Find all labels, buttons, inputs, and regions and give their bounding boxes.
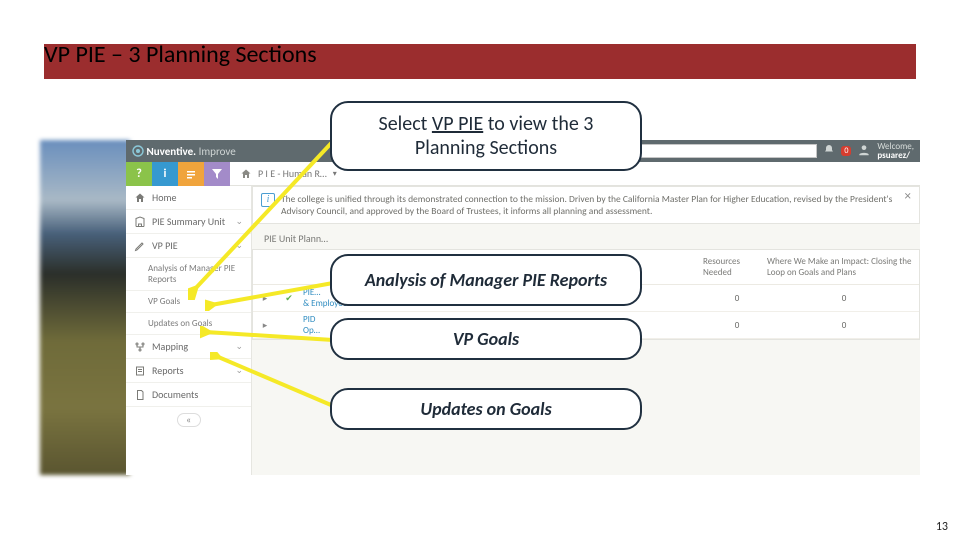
callout-text-underline: VP PIE [432, 112, 483, 136]
sidebar-item-label: VP Goals [148, 296, 180, 307]
slide-title: VP PIE – 3 Planning Sections [44, 40, 325, 69]
welcome-text: Welcome, psuarez/ [877, 142, 914, 160]
arrow-annotation [205, 275, 335, 311]
row-loop: 0 [769, 293, 919, 304]
section-heading: PIE Unit Plann… [252, 224, 920, 249]
notification-badge[interactable]: 0 [841, 146, 851, 156]
row-res: 0 [705, 293, 769, 304]
callout-text: VP Goals [453, 328, 519, 350]
arrow-annotation [210, 352, 340, 412]
help-button[interactable]: ? [126, 162, 152, 186]
info-button[interactable]: i [152, 162, 178, 186]
callout-analysis: Analysis of Manager PIE Reports [330, 254, 642, 306]
welcome-username: psuarez/ [877, 151, 914, 160]
col-loop: Where We Make an Impact: Closing the Loo… [765, 254, 915, 280]
title-container: VP PIE – 3 Planning Sections [44, 44, 916, 79]
row-loop: 0 [769, 320, 919, 331]
callout-text: Updates on Goals [420, 398, 551, 420]
callout-text-prefix: Select [379, 112, 432, 136]
arrow-annotation [200, 326, 335, 346]
documents-icon [134, 389, 146, 401]
callout-text: Analysis of Manager PIE Reports [365, 270, 607, 290]
row-res: 0 [705, 320, 769, 331]
callout-vp-goals: VP Goals [330, 318, 642, 360]
sidebar-item-label: VP PIE [152, 239, 178, 252]
sidebar-item-label: Documents [152, 388, 198, 401]
user-icon[interactable] [857, 143, 871, 160]
close-icon[interactable]: × [905, 191, 911, 203]
background-photo [40, 140, 130, 475]
col-res: Resources Needed [701, 254, 765, 280]
banner-text: The college is unified through its demon… [281, 193, 892, 217]
building-icon [134, 216, 146, 228]
callout-select-vp-pie: Select VP PIE to view the 3 Planning Sec… [330, 101, 642, 171]
home-icon [134, 192, 146, 204]
callout-updates: Updates on Goals [330, 388, 642, 430]
sidebar-item-label: Mapping [152, 340, 188, 353]
hierarchy-icon [134, 341, 146, 353]
pencil-icon [134, 240, 146, 252]
reports-icon [134, 365, 146, 377]
page-number: 13 [936, 520, 948, 534]
info-banner: i The college is unified through its dem… [252, 186, 920, 224]
sidebar-item-label: Home [152, 191, 176, 204]
alert-icon[interactable] [823, 144, 835, 159]
sidebar-item-label: Reports [152, 364, 184, 377]
collapse-sidebar-button[interactable]: « [177, 413, 201, 427]
